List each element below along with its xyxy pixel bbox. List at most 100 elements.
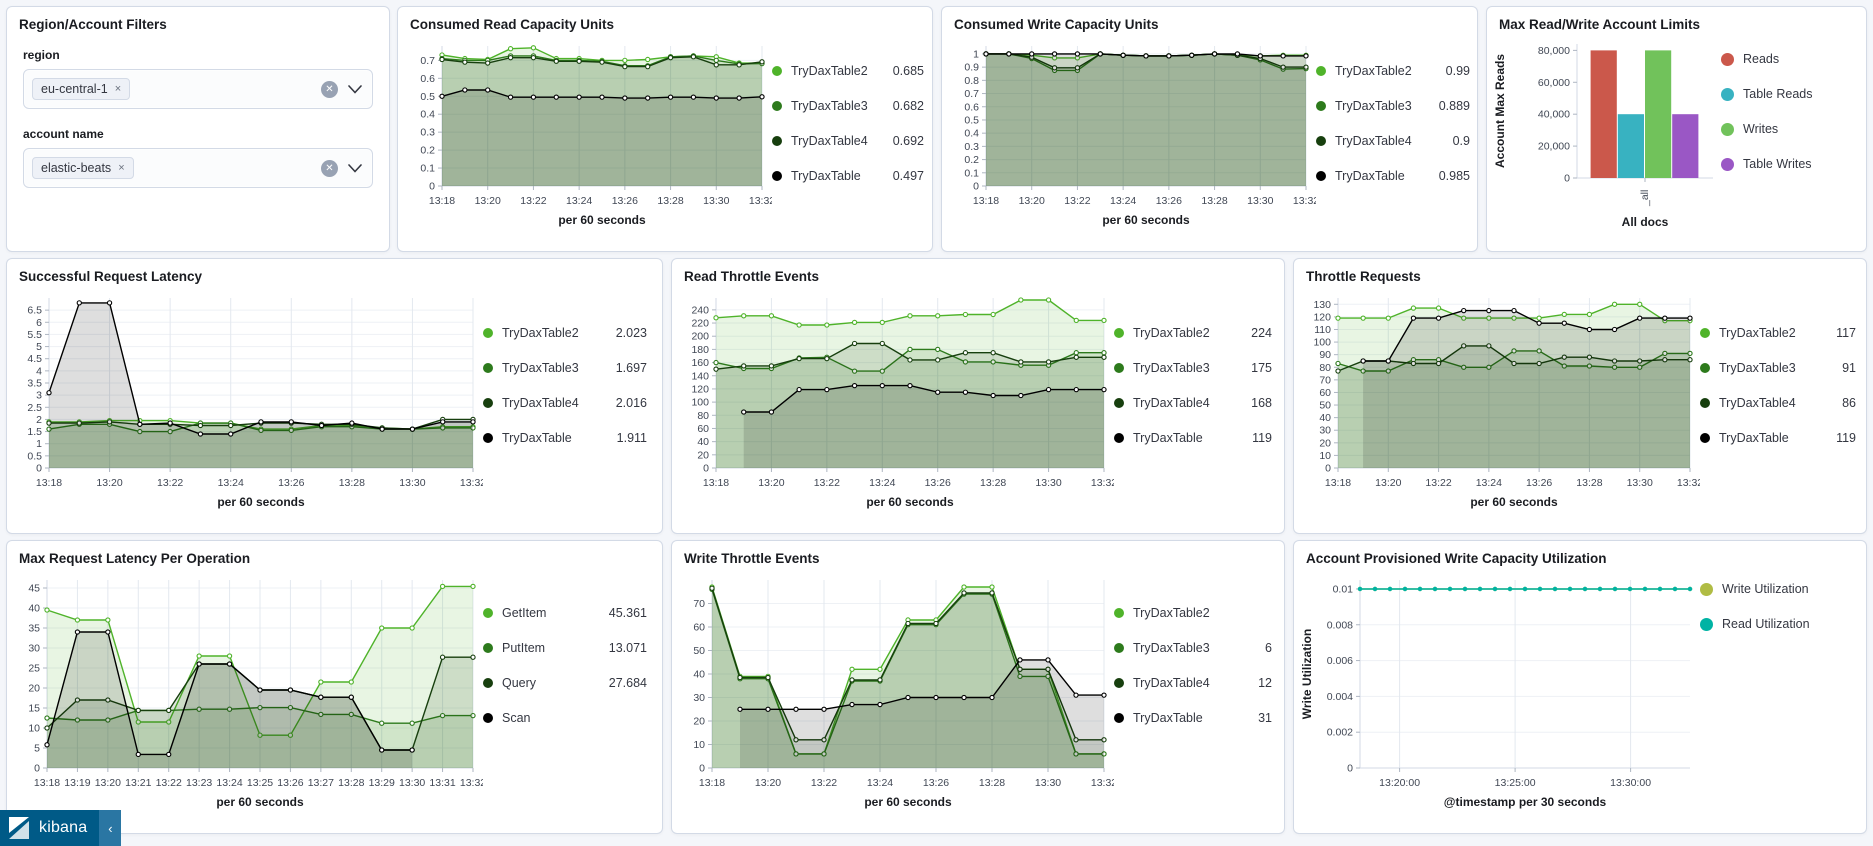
legend-series-value: 0.985	[1438, 169, 1470, 183]
account-pill[interactable]: elastic-beats ×	[32, 157, 134, 179]
panel-title[interactable]: Write Throttle Events	[684, 551, 820, 566]
region-pill[interactable]: eu-central-1 ×	[32, 78, 131, 100]
panel-title[interactable]: Max Request Latency Per Operation	[19, 551, 251, 566]
legend-item[interactable]: TryDaxTable4 86	[1700, 396, 1856, 410]
svg-text:40,000: 40,000	[1538, 109, 1570, 121]
legend-item[interactable]: Scan	[483, 711, 647, 725]
legend-item[interactable]: TryDaxTable2 117	[1700, 326, 1856, 340]
remove-account-icon[interactable]: ×	[118, 162, 125, 174]
legend-item[interactable]: Writes	[1721, 122, 1853, 136]
legend-series-name: TryDaxTable3	[1133, 361, 1210, 375]
panel-title[interactable]: Read Throttle Events	[684, 269, 820, 284]
legend-series-value: 2.016	[615, 396, 647, 410]
panel-title[interactable]: Consumed Write Capacity Units	[954, 17, 1159, 32]
legend-item[interactable]: TryDaxTable 1.911	[483, 431, 647, 445]
panel-title[interactable]: Successful Request Latency	[19, 269, 203, 284]
consumed-read-capacity-chart[interactable]: 0 0.1 0.2 0.3 0.4 0.5 0.6 0.7 13:18 13:20 13:22 13:…	[402, 36, 772, 232]
legend-series-value: 45.361	[608, 606, 647, 620]
legend-series-name: Write Utilization	[1722, 582, 1809, 596]
legend-series-dot-icon	[1114, 678, 1124, 688]
svg-text:per 60 seconds: per 60 seconds	[216, 795, 304, 809]
consumed-write-capacity-chart[interactable]: 0 0.10.20.30.4 0.50.60.70.80.9 1 13:18 13:20 1…	[946, 36, 1316, 232]
svg-text:0: 0	[34, 763, 40, 775]
legend-item[interactable]: TryDaxTable3 175	[1114, 361, 1272, 375]
legend-item[interactable]: Table Reads	[1721, 87, 1853, 101]
legend-item[interactable]: TryDaxTable3 0.682	[772, 99, 924, 113]
legend-item[interactable]: GetItem 45.361	[483, 606, 647, 620]
panel-title[interactable]: Consumed Read Capacity Units	[410, 17, 615, 32]
svg-text:0.01: 0.01	[1333, 583, 1354, 595]
svg-text:13:29: 13:29	[369, 777, 395, 789]
legend-item[interactable]: TryDaxTable 119	[1114, 431, 1272, 445]
write-throttle-events-chart[interactable]: 0 10 20 30 40 50 60 70 13:18 13:20 13:22 13:24 13:26…	[676, 570, 1114, 814]
chevron-down-icon[interactable]	[348, 84, 362, 94]
write-capacity-utilization-chart[interactable]: 0 0.002 0.004 0.006 0.008 0.01 13:20:00 13:25:0…	[1298, 570, 1700, 814]
svg-text:120: 120	[691, 383, 709, 395]
clear-account-button[interactable]: ✕	[321, 159, 338, 177]
svg-text:13:25:00: 13:25:00	[1495, 777, 1536, 789]
collapse-nav-button[interactable]: ‹	[99, 810, 122, 846]
legend-item[interactable]: TryDaxTable4 168	[1114, 396, 1272, 410]
svg-text:0.004: 0.004	[1327, 691, 1353, 703]
legend-item[interactable]: TryDaxTable4 12	[1114, 676, 1272, 690]
svg-text:13:20: 13:20	[1375, 477, 1401, 489]
legend-item[interactable]: Query 27.684	[483, 676, 647, 690]
legend-series-value: 6	[1265, 641, 1272, 655]
legend-item[interactable]: TryDaxTable3 0.889	[1316, 99, 1470, 113]
legend-series-value: 224	[1251, 326, 1272, 340]
legend-item[interactable]: TryDaxTable4 0.9	[1316, 134, 1470, 148]
legend-series-name: TryDaxTable	[1335, 169, 1405, 183]
legend-series-dot-icon	[1721, 122, 1734, 136]
legend-item[interactable]: TryDaxTable2 0.685	[772, 64, 924, 78]
chart-legend: Reads Table Reads Writes Table Writes	[1721, 36, 1853, 240]
legend-series-value: 0.692	[892, 134, 924, 148]
svg-text:_all: _all	[1639, 190, 1651, 207]
legend-item[interactable]: TryDaxTable 119	[1700, 431, 1856, 445]
panel-title[interactable]: Region/Account Filters	[19, 17, 167, 32]
panel-title[interactable]: Account Provisioned Write Capacity Utili…	[1306, 551, 1607, 566]
svg-text:6.5: 6.5	[27, 305, 42, 317]
legend-item[interactable]: TryDaxTable 31	[1114, 711, 1272, 725]
legend-item[interactable]: Reads	[1721, 52, 1853, 66]
legend-item[interactable]: TryDaxTable4 2.016	[483, 396, 647, 410]
svg-text:13:20: 13:20	[475, 195, 501, 207]
legend-item[interactable]: Write Utilization	[1700, 582, 1852, 596]
panel-title[interactable]: Throttle Requests	[1306, 269, 1421, 284]
legend-series-dot-icon	[1114, 433, 1124, 443]
successful-request-latency-chart[interactable]: 00.511.522.533.544.555.566.5 13:18 13:20 13…	[11, 288, 483, 514]
max-request-latency-chart[interactable]: 0 5 10 15 20 25 30 35 40 45 13:18 13:19 13:20 13:21 13…	[11, 570, 483, 814]
svg-text:13:26: 13:26	[1526, 477, 1552, 489]
legend-item[interactable]: TryDaxTable 0.985	[1316, 169, 1470, 183]
legend-item[interactable]: Table Writes	[1721, 157, 1853, 171]
legend-item[interactable]: TryDaxTable3 91	[1700, 361, 1856, 375]
region-combobox[interactable]: eu-central-1 × ✕	[23, 69, 373, 109]
legend-item[interactable]: TryDaxTable3 6	[1114, 641, 1272, 655]
chevron-down-icon[interactable]	[348, 163, 362, 173]
legend-item[interactable]: Read Utilization	[1700, 617, 1852, 631]
panel-title[interactable]: Max Read/Write Account Limits	[1499, 17, 1701, 32]
clear-region-button[interactable]: ✕	[321, 80, 338, 98]
svg-text:per 60 seconds: per 60 seconds	[866, 495, 954, 509]
svg-text:13:18: 13:18	[36, 477, 62, 489]
svg-text:per 60 seconds: per 60 seconds	[1470, 495, 1558, 509]
legend-item[interactable]: TryDaxTable4 0.692	[772, 134, 924, 148]
legend-item[interactable]: TryDaxTable2	[1114, 606, 1272, 620]
kibana-logo-area[interactable]: kibana	[0, 810, 100, 846]
remove-region-icon[interactable]: ×	[114, 83, 122, 95]
legend-item[interactable]: TryDaxTable3 1.697	[483, 361, 647, 375]
legend-item[interactable]: TryDaxTable2 2.023	[483, 326, 647, 340]
svg-text:13:30: 13:30	[399, 777, 425, 789]
panel-max-request-latency-per-operation: Max Request Latency Per Operation 0 5 10 15…	[6, 540, 663, 834]
svg-text:2.5: 2.5	[27, 402, 42, 414]
max-read-write-limits-chart[interactable]: 0 20,000 40,000 60,000 80,000 _all All docs Acc…	[1491, 36, 1721, 240]
legend-series-dot-icon	[483, 398, 493, 408]
legend-item[interactable]: TryDaxTable2 224	[1114, 326, 1272, 340]
svg-text:0.5: 0.5	[964, 114, 979, 126]
legend-item[interactable]: TryDaxTable 0.497	[772, 169, 924, 183]
svg-text:30: 30	[28, 643, 40, 655]
legend-item[interactable]: TryDaxTable2 0.99	[1316, 64, 1470, 78]
account-name-combobox[interactable]: elastic-beats × ✕	[23, 148, 373, 188]
legend-item[interactable]: PutItem 13.071	[483, 641, 647, 655]
